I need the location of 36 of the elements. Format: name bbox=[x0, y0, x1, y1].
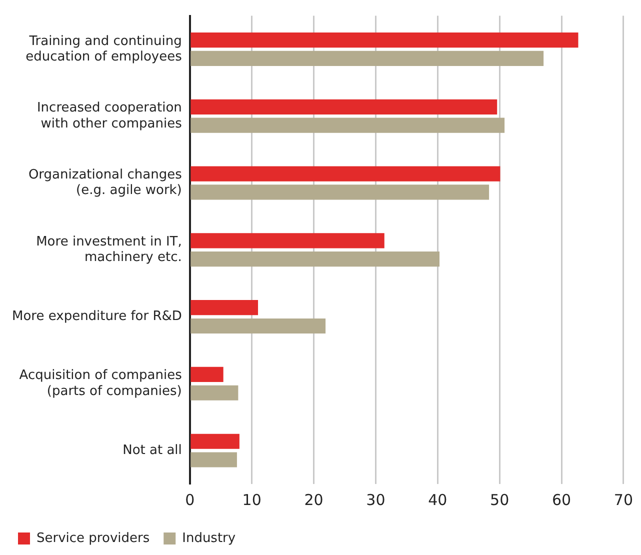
bar bbox=[190, 32, 578, 48]
bar bbox=[190, 385, 238, 400]
x-tick-label: 70 bbox=[614, 490, 634, 509]
bar bbox=[190, 50, 544, 66]
y-tick-label: Not at all bbox=[122, 442, 182, 458]
bar bbox=[190, 99, 498, 114]
category-label: with other companies bbox=[40, 116, 182, 132]
bar bbox=[190, 166, 500, 182]
x-tick-label: 60 bbox=[552, 490, 572, 509]
bar bbox=[190, 318, 326, 334]
category-label: Acquisition of companies bbox=[19, 368, 182, 384]
category-label: (parts of companies) bbox=[46, 384, 182, 399]
category-label: Organizational changes bbox=[28, 168, 182, 183]
bar bbox=[190, 434, 240, 449]
x-tick-label: 40 bbox=[428, 490, 448, 509]
bar bbox=[190, 252, 440, 267]
bar bbox=[190, 366, 224, 382]
category-label: More investment in IT, bbox=[36, 234, 182, 250]
x-tick-label: 30 bbox=[366, 490, 386, 509]
legend-label: Service providers bbox=[36, 530, 150, 546]
bar bbox=[190, 300, 258, 316]
bar bbox=[190, 184, 490, 200]
y-tick-label: More expenditure for R&D bbox=[12, 309, 182, 324]
bar bbox=[190, 452, 237, 468]
category-label: education of employees bbox=[26, 49, 182, 64]
category-label: (e.g. agile work) bbox=[76, 183, 182, 198]
bar bbox=[190, 233, 384, 248]
legend-label: Industry bbox=[182, 530, 236, 546]
category-label: Increased cooperation bbox=[36, 100, 182, 116]
x-tick-label: 50 bbox=[490, 490, 510, 509]
x-tick-label: 20 bbox=[304, 490, 324, 509]
x-tick-label: 10 bbox=[242, 490, 262, 509]
category-label: machinery etc. bbox=[84, 250, 182, 266]
category-label: Training and continuing bbox=[29, 34, 182, 49]
x-tick-label: 0 bbox=[185, 490, 195, 509]
bar bbox=[190, 118, 505, 133]
